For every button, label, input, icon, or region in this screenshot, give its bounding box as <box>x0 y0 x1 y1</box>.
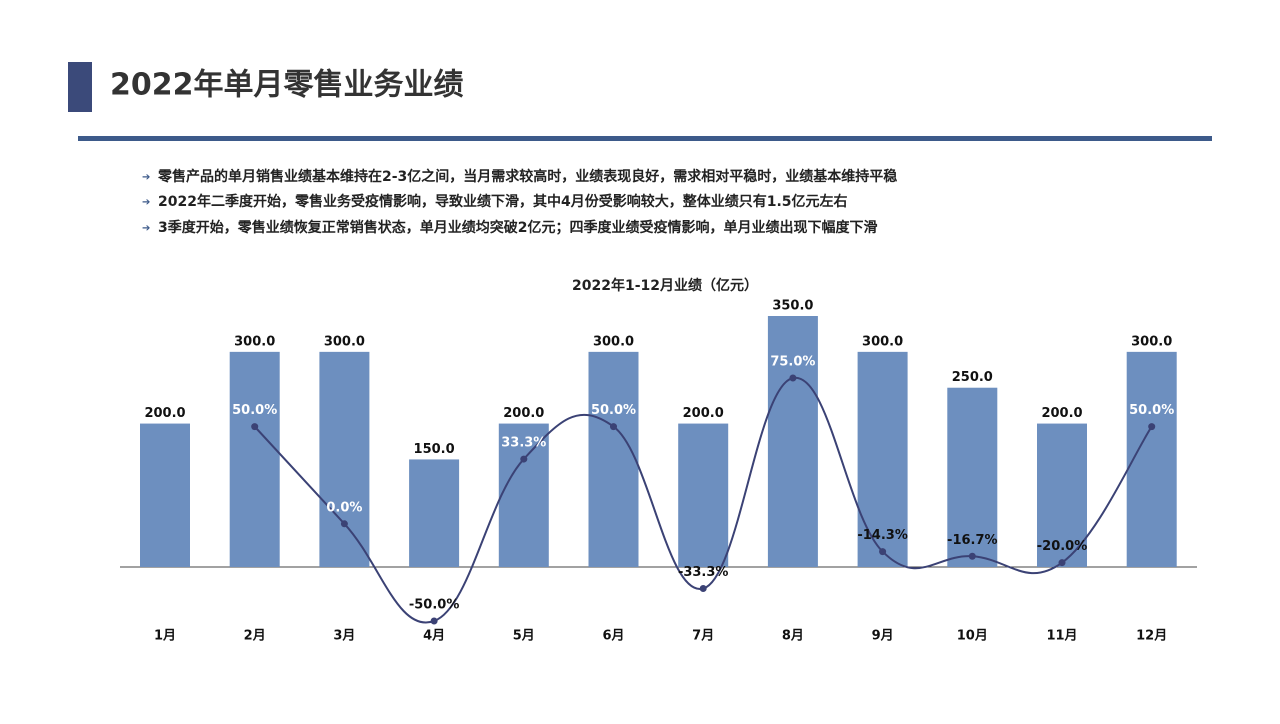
growth-point <box>879 548 887 556</box>
x-tick-label: 8月 <box>782 629 804 644</box>
slide-title: 2022年单月零售业务业绩 <box>110 68 464 103</box>
bar-label: 200.0 <box>503 406 544 421</box>
x-tick-label: 11月 <box>1046 629 1077 644</box>
bar <box>857 351 908 567</box>
growth-point <box>251 423 259 431</box>
growth-label: 0.0% <box>326 500 362 515</box>
growth-point <box>520 455 528 463</box>
x-tick-label: 6月 <box>602 629 624 644</box>
bar <box>947 387 998 567</box>
bullet-arrow: ➔ <box>142 197 150 208</box>
x-tick-label: 3月 <box>333 629 355 644</box>
x-tick-label: 5月 <box>513 629 535 644</box>
bar <box>319 351 370 567</box>
x-tick-label: 12月 <box>1136 629 1167 644</box>
bar <box>229 351 280 567</box>
bar <box>767 316 818 567</box>
bar <box>498 423 549 567</box>
growth-point <box>968 552 976 560</box>
growth-point <box>610 423 617 431</box>
bullet-arrow: ➔ <box>142 172 150 183</box>
x-tick-label: 7月 <box>692 629 714 644</box>
growth-label: 75.0% <box>770 355 815 370</box>
x-tick-label: 9月 <box>872 629 894 644</box>
bullet-arrow: ➔ <box>142 223 150 234</box>
bar-label: 300.0 <box>593 334 634 349</box>
title-accent <box>68 62 92 112</box>
title-rule <box>78 136 1212 141</box>
x-tick-label: 2月 <box>244 629 266 644</box>
growth-label: -50.0% <box>409 598 460 613</box>
growth-label: -20.0% <box>1037 539 1088 554</box>
growth-label: 33.3% <box>501 436 546 451</box>
bar-label: 250.0 <box>952 370 993 385</box>
growth-point <box>789 374 797 382</box>
bar <box>1037 423 1087 567</box>
x-tick-label: 4月 <box>423 629 445 644</box>
x-tick-label: 1月 <box>154 629 176 644</box>
bar <box>140 423 190 567</box>
growth-label: 50.0% <box>591 403 636 418</box>
bullet: 零售产品的单月销售业绩基本维持在2-3亿之间，当月需求较高时，业绩表现良好，需求… <box>157 168 897 185</box>
growth-label: -33.3% <box>678 565 729 580</box>
bar-label: 300.0 <box>1131 334 1172 349</box>
bar-label: 300.0 <box>234 334 275 349</box>
growth-label: -16.7% <box>947 533 998 548</box>
bar-label: 200.0 <box>144 406 185 421</box>
bar <box>588 351 639 567</box>
bar-label: 350.0 <box>772 299 813 314</box>
bullet: 2022年二季度开始，零售业务受疫情影响，导致业绩下滑，其中4月份受影响较大，整… <box>158 193 848 210</box>
growth-point <box>699 585 707 593</box>
bar-label: 150.0 <box>414 442 455 457</box>
bar-label: 200.0 <box>1041 406 1082 421</box>
bar-label: 300.0 <box>862 334 903 349</box>
growth-point <box>340 520 348 528</box>
growth-label: -14.3% <box>857 528 908 543</box>
growth-point <box>1148 423 1156 431</box>
bullet: 3季度开始，零售业绩恢复正常销售状态，单月业绩均突破2亿元；四季度业绩受疫情影响… <box>158 219 877 236</box>
chart-title: 2022年1-12月业绩（亿元） <box>572 277 758 294</box>
bar <box>678 423 729 567</box>
bar <box>1126 351 1177 567</box>
growth-point <box>1058 559 1066 567</box>
bar-label: 300.0 <box>324 334 365 349</box>
bar-label: 200.0 <box>683 406 724 421</box>
x-tick-label: 10月 <box>957 629 988 644</box>
growth-label: 50.0% <box>232 403 277 418</box>
bar <box>409 459 460 567</box>
growth-label: 50.0% <box>1129 403 1174 418</box>
growth-point <box>430 617 438 625</box>
